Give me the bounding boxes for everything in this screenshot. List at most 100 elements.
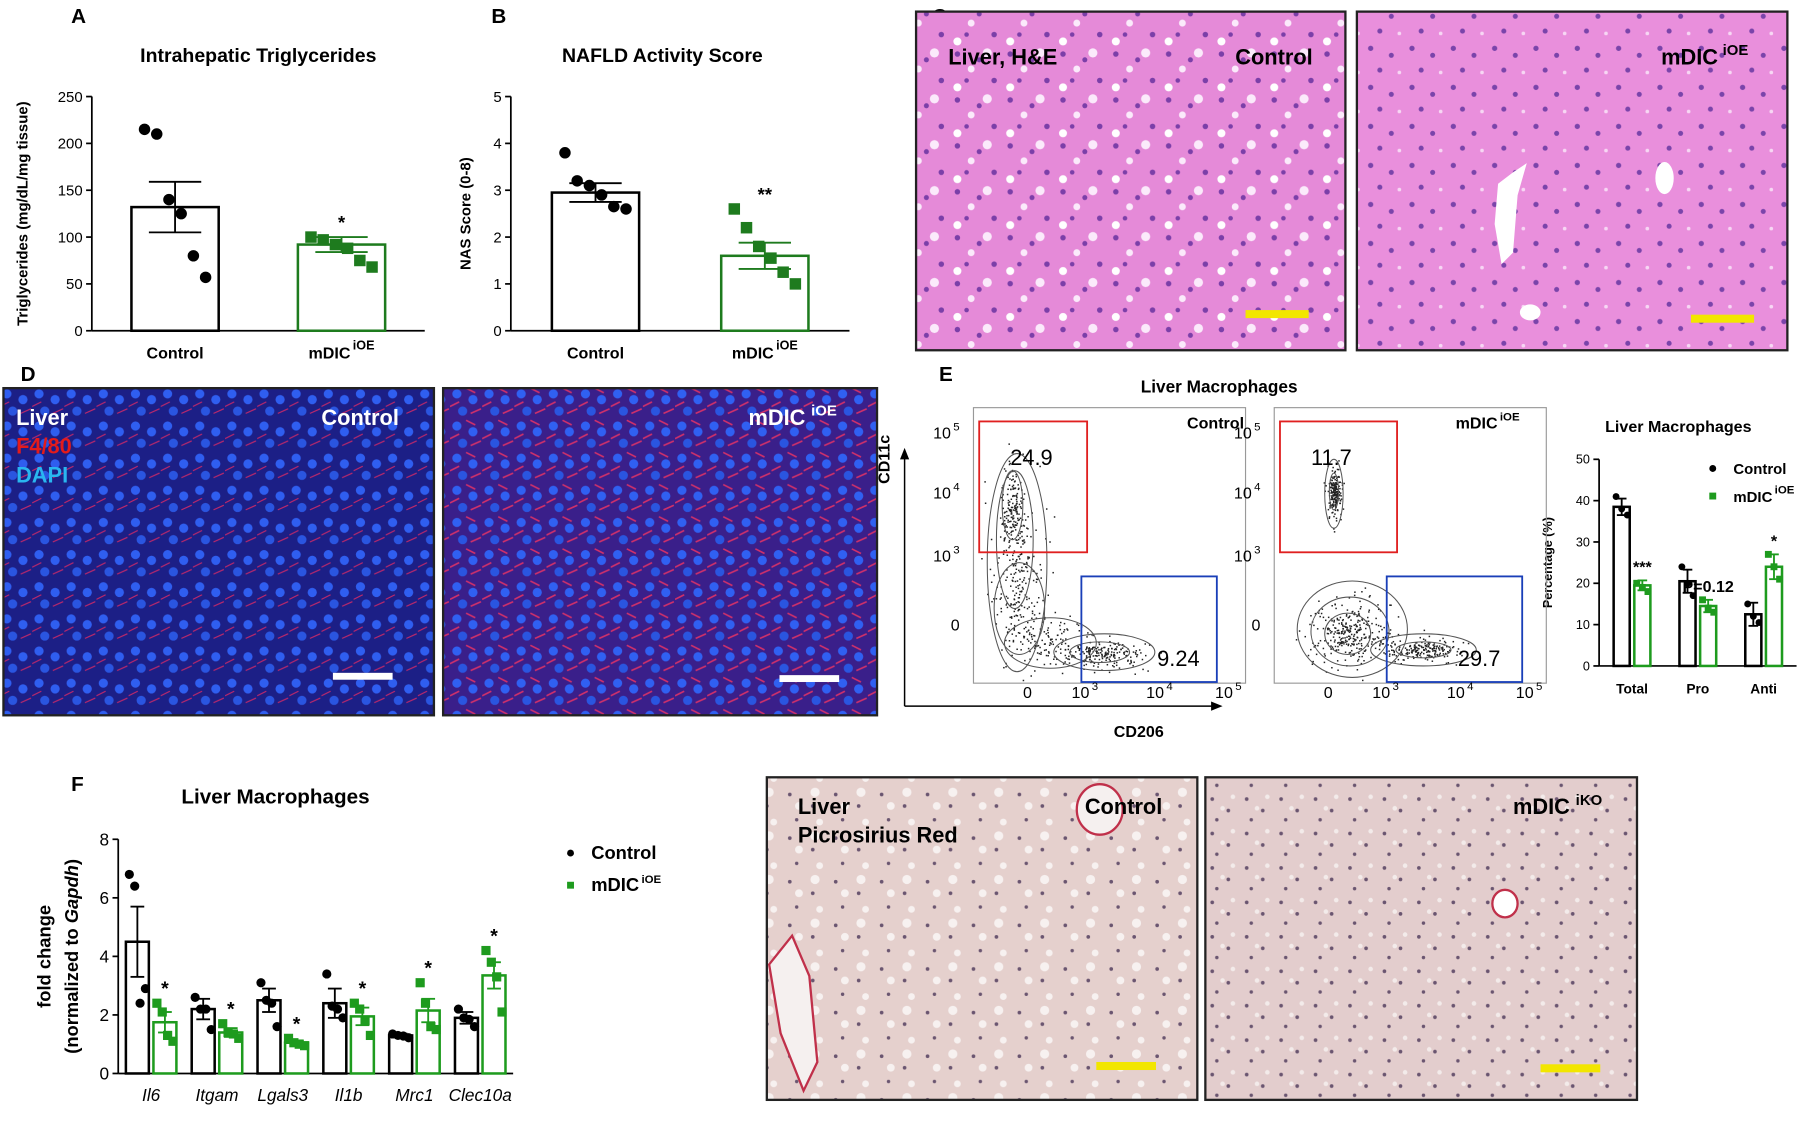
event-dot <box>1110 654 1113 657</box>
event-dot <box>1036 652 1039 654</box>
event-dot <box>1012 484 1015 487</box>
data-point <box>740 221 753 234</box>
event-dot <box>1444 652 1447 655</box>
data-point <box>1770 563 1778 571</box>
event-dot <box>1357 619 1359 622</box>
event-dot <box>1331 646 1334 648</box>
event-dot <box>1309 623 1311 626</box>
event-dot <box>1141 658 1144 661</box>
event-dot <box>999 517 1002 519</box>
event-dot <box>1078 648 1081 650</box>
event-dot <box>1046 629 1049 632</box>
event-dot <box>1008 509 1011 512</box>
event-dot <box>1014 509 1016 512</box>
scale-bar <box>1096 1061 1156 1071</box>
event-dot <box>1037 644 1040 647</box>
data-point <box>175 207 187 220</box>
event-dot <box>991 600 993 603</box>
event-dot <box>1033 647 1036 649</box>
event-dot <box>1082 651 1084 653</box>
event-dot <box>1422 652 1425 655</box>
event-dot <box>1098 641 1100 644</box>
event-dot <box>1125 655 1127 657</box>
plot-condition: Control <box>1187 414 1244 432</box>
event-dot <box>1336 632 1339 634</box>
event-dot <box>1389 632 1391 635</box>
event-dot <box>1109 635 1111 637</box>
event-dot <box>1431 655 1433 658</box>
event-dot <box>1034 644 1036 647</box>
event-dot <box>1032 570 1034 572</box>
data-point <box>157 1007 167 1017</box>
event-dot <box>1147 670 1149 672</box>
event-dot <box>1026 638 1029 641</box>
event-dot <box>1381 628 1383 631</box>
contour <box>1053 633 1156 672</box>
y-tick-label: 30 <box>1576 535 1590 549</box>
event-dot <box>1424 647 1427 650</box>
y-tick-label: 10 5 <box>1234 422 1261 443</box>
event-dot <box>1353 638 1356 640</box>
event-dot <box>1014 580 1017 583</box>
legend-label-sup: iOE <box>1775 485 1795 497</box>
event-dot <box>1021 531 1023 533</box>
event-dot <box>1338 632 1340 635</box>
event-dot <box>1342 625 1344 628</box>
x-tick-label: Control <box>567 344 624 362</box>
event-dot <box>1008 541 1010 543</box>
event-dot <box>1012 590 1014 592</box>
data-point <box>272 1022 282 1032</box>
y-tick-label-text: 0 <box>951 616 960 634</box>
data-point <box>431 1024 441 1035</box>
x-tick-label-text: mDIC <box>732 344 774 362</box>
data-point <box>355 1004 365 1014</box>
event-dot <box>1033 614 1036 616</box>
event-dot <box>1424 645 1427 647</box>
bar <box>296 243 387 333</box>
event-dot <box>1016 542 1018 544</box>
y-tick-label: 3 <box>493 182 501 199</box>
event-dot <box>1342 630 1344 632</box>
gate-value: 29.7 <box>1458 646 1500 671</box>
event-dot <box>1344 631 1346 634</box>
event-dot <box>1365 636 1367 638</box>
event-dot <box>1329 486 1331 489</box>
event-dot <box>1066 629 1069 631</box>
event-dot <box>1069 615 1071 618</box>
event-dot <box>1017 488 1020 491</box>
event-dot <box>1350 625 1353 628</box>
event-dot <box>1031 638 1034 640</box>
event-dot <box>1336 494 1338 496</box>
event-dot <box>1334 494 1336 497</box>
event-dot <box>1350 655 1352 657</box>
event-dot <box>1022 679 1025 682</box>
event-dot <box>1036 578 1039 581</box>
event-dot <box>1049 663 1052 665</box>
event-dot <box>1357 621 1359 623</box>
x-tick-label: 10 5 <box>1516 681 1543 702</box>
event-dot <box>1019 532 1021 535</box>
event-dot <box>1010 488 1012 491</box>
event-dot <box>1338 631 1340 634</box>
event-dot <box>1353 635 1355 637</box>
event-dot <box>1048 644 1051 646</box>
event-dot <box>1365 623 1368 626</box>
event-dot <box>1331 666 1333 669</box>
event-dot <box>1005 595 1008 598</box>
event-dot <box>1023 563 1025 566</box>
event-dot <box>1007 519 1009 522</box>
event-dot <box>1010 531 1012 534</box>
event-dot <box>1026 570 1029 573</box>
event-dot <box>1457 648 1460 650</box>
event-dot <box>1035 578 1038 581</box>
event-dot <box>1356 636 1359 639</box>
event-dot <box>1333 633 1335 635</box>
event-dot <box>1067 645 1070 647</box>
data-point <box>349 998 359 1008</box>
contour <box>1370 633 1477 667</box>
event-dot <box>1339 494 1341 496</box>
event-dot <box>1441 647 1444 650</box>
event-dot <box>1030 636 1033 638</box>
data-point <box>481 945 491 956</box>
event-dot <box>1409 644 1412 647</box>
